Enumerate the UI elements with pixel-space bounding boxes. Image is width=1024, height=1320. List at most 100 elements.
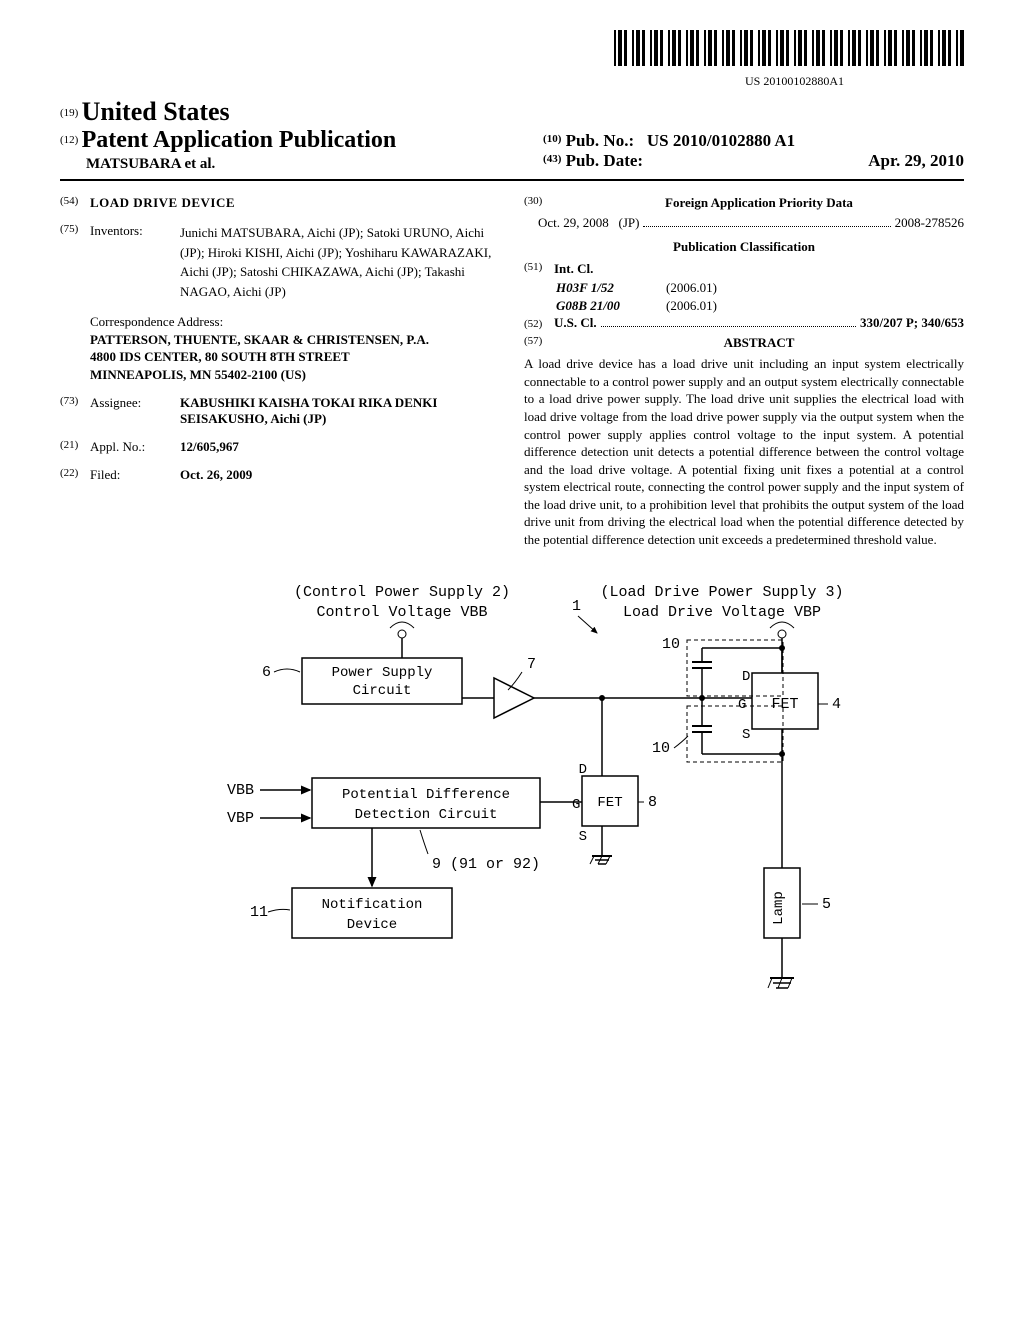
dots-fill-2 bbox=[601, 317, 856, 327]
vbp-label: VBP bbox=[227, 810, 254, 827]
foreign-data-row: Oct. 29, 2008 (JP) 2008-278526 bbox=[538, 215, 964, 231]
pubno-label: Pub. No.: bbox=[566, 131, 634, 150]
dots-fill bbox=[643, 217, 890, 227]
fet4-d: D bbox=[742, 669, 750, 685]
uscl-val: 330/207 P; 340/653 bbox=[860, 315, 964, 331]
correspondence-block: Correspondence Address: PATTERSON, THUEN… bbox=[90, 313, 500, 383]
country-num: (19) bbox=[60, 107, 78, 119]
assignee-num: (73) bbox=[60, 395, 90, 427]
intcl-block: H03F 1/52 (2006.01) G08B 21/00 (2006.01) bbox=[556, 279, 964, 315]
intcl-entry-0: H03F 1/52 (2006.01) bbox=[556, 279, 964, 297]
abstract-text: A load drive device has a load drive uni… bbox=[524, 355, 964, 548]
inventors-row: (75) Inventors: Junichi MATSUBARA, Aichi… bbox=[60, 223, 500, 301]
diagram-svg: (Control Power Supply 2) Control Voltage… bbox=[132, 578, 892, 1038]
fet8-d: D bbox=[579, 762, 587, 778]
assignee: KABUSHIKI KAISHA TOKAI RIKA DENKI SEISAK… bbox=[180, 395, 500, 427]
biblio-right: (30) Foreign Application Priority Data O… bbox=[524, 195, 964, 548]
assignee-row: (73) Assignee: KABUSHIKI KAISHA TOKAI RI… bbox=[60, 395, 500, 427]
intcl-year-1: (2006.01) bbox=[666, 297, 717, 315]
uscl-num: (52) bbox=[524, 318, 554, 330]
barcode-number: US 20100102880A1 bbox=[60, 74, 964, 89]
pd-l1: Potential Difference bbox=[342, 787, 510, 803]
corr-label: Correspondence Address: bbox=[90, 313, 500, 331]
abstract-label: ABSTRACT bbox=[554, 335, 964, 351]
pubclass-hdr: Publication Classification bbox=[524, 239, 964, 255]
inventors-num: (75) bbox=[60, 223, 90, 301]
fet4-s: S bbox=[742, 727, 750, 743]
circuit-diagram: (Control Power Supply 2) Control Voltage… bbox=[60, 578, 964, 1038]
intcl-code-0: H03F 1/52 bbox=[556, 279, 666, 297]
header-row: (19) United States (12) Patent Applicati… bbox=[60, 97, 964, 181]
lamp-label: Lamp bbox=[771, 892, 787, 926]
filed: Oct. 26, 2009 bbox=[180, 467, 500, 483]
biblio-section: (54) LOAD DRIVE DEVICE (75) Inventors: J… bbox=[60, 195, 964, 548]
ctrl-voltage-label: Control Voltage VBB bbox=[316, 604, 487, 621]
ref-7: 7 bbox=[527, 656, 536, 673]
ref-5: 5 bbox=[822, 896, 831, 913]
ref-11: 11 bbox=[250, 904, 268, 921]
foreign-date: Oct. 29, 2008 bbox=[538, 215, 609, 231]
ref-9: 9 (91 or 92) bbox=[432, 856, 540, 873]
intcl-code-1: G08B 21/00 bbox=[556, 297, 666, 315]
ref-1: 1 bbox=[572, 598, 581, 615]
pub-type-num: (12) bbox=[60, 134, 78, 146]
psc-label-l2: Circuit bbox=[353, 683, 412, 699]
abstract-num: (57) bbox=[524, 335, 554, 351]
pd-l2: Detection Circuit bbox=[355, 807, 498, 823]
pubdate: Apr. 29, 2010 bbox=[868, 151, 964, 171]
pubno-line: (10) Pub. No.: US 2010/0102880 A1 bbox=[543, 131, 964, 151]
barcode-block bbox=[60, 30, 964, 70]
load-voltage-label: Load Drive Voltage VBP bbox=[623, 604, 821, 621]
country-line: (19) United States bbox=[60, 97, 523, 127]
vbb-label: VBB bbox=[227, 782, 254, 799]
pub-type-line: (12) Patent Application Publication bbox=[60, 127, 523, 154]
corr-addr2: MINNEAPOLIS, MN 55402-2100 (US) bbox=[90, 366, 500, 384]
notif-l1: Notification bbox=[322, 897, 423, 913]
load-supply-paren: (Load Drive Power Supply 3) bbox=[600, 584, 843, 601]
foreign-country: (JP) bbox=[619, 215, 640, 231]
fet4-label: FET bbox=[771, 696, 798, 713]
inventors-list: Junichi MATSUBARA, Aichi (JP); Satoki UR… bbox=[180, 223, 500, 301]
foreign-label: Foreign Application Priority Data bbox=[554, 195, 964, 211]
pubno: US 2010/0102880 A1 bbox=[647, 131, 795, 150]
pubdate-line: (43) Pub. Date: Apr. 29, 2010 bbox=[543, 151, 964, 171]
foreign-appno: 2008-278526 bbox=[895, 215, 964, 231]
title-num: (54) bbox=[60, 195, 90, 211]
header-right: (10) Pub. No.: US 2010/0102880 A1 (43) P… bbox=[523, 131, 964, 173]
ctrl-supply-paren: (Control Power Supply 2) bbox=[294, 584, 510, 601]
pubdate-label: Pub. Date: bbox=[566, 151, 643, 170]
fet4-g: G bbox=[738, 697, 746, 713]
intcl-label: Int. Cl. bbox=[554, 261, 593, 277]
corr-addr1: 4800 IDS CENTER, 80 SOUTH 8TH STREET bbox=[90, 348, 500, 366]
intcl-num: (51) bbox=[524, 261, 554, 277]
barcode-graphic bbox=[614, 30, 964, 66]
ref-6: 6 bbox=[262, 664, 271, 681]
foreign-hdr-row: (30) Foreign Application Priority Data bbox=[524, 195, 964, 211]
biblio-left: (54) LOAD DRIVE DEVICE (75) Inventors: J… bbox=[60, 195, 500, 548]
intcl-entry-1: G08B 21/00 (2006.01) bbox=[556, 297, 964, 315]
applno-row: (21) Appl. No.: 12/605,967 bbox=[60, 439, 500, 455]
uscl-row: (52) U.S. Cl. 330/207 P; 340/653 bbox=[524, 315, 964, 331]
intcl-year-0: (2006.01) bbox=[666, 279, 717, 297]
assignee-label: Assignee: bbox=[90, 395, 180, 427]
intcl-row-hdr: (51) Int. Cl. bbox=[524, 261, 964, 277]
filed-num: (22) bbox=[60, 467, 90, 483]
filed-row: (22) Filed: Oct. 26, 2009 bbox=[60, 467, 500, 483]
header-left: (19) United States (12) Patent Applicati… bbox=[60, 97, 523, 173]
fet8-label: FET bbox=[597, 795, 622, 811]
applno-label: Appl. No.: bbox=[90, 439, 180, 455]
foreign-num: (30) bbox=[524, 195, 554, 211]
corr-name: PATTERSON, THUENTE, SKAAR & CHRISTENSEN,… bbox=[90, 331, 500, 349]
fet8-g: G bbox=[572, 797, 580, 813]
pubno-num: (10) bbox=[543, 133, 561, 145]
fet8-s: S bbox=[579, 829, 587, 845]
abstract-hdr-row: (57) ABSTRACT bbox=[524, 335, 964, 351]
invention-title: LOAD DRIVE DEVICE bbox=[90, 195, 235, 211]
applno-num: (21) bbox=[60, 439, 90, 455]
ref-8: 8 bbox=[648, 794, 657, 811]
ref-10b: 10 bbox=[652, 740, 670, 757]
country: United States bbox=[82, 97, 230, 126]
psc-label-l1: Power Supply bbox=[332, 665, 433, 681]
header-authors: MATSUBARA et al. bbox=[60, 156, 523, 173]
ref-4: 4 bbox=[832, 696, 841, 713]
